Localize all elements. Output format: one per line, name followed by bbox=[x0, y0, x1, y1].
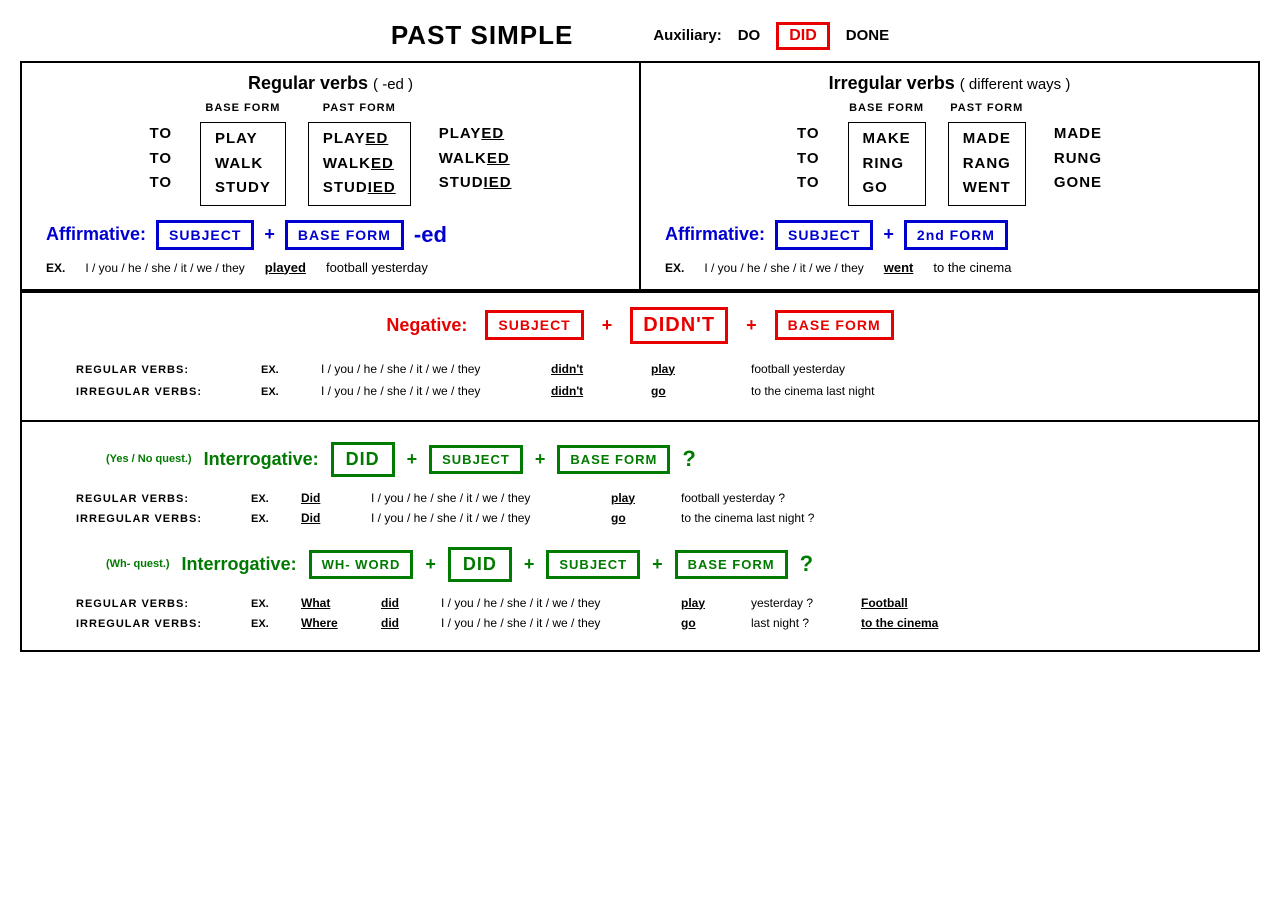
ed-suffix: -ed bbox=[414, 222, 447, 248]
didnt-box: DIDN'T bbox=[630, 307, 728, 344]
auxiliary-label: Auxiliary: bbox=[653, 27, 721, 44]
to-column: TO TO TO bbox=[143, 102, 178, 196]
irregular-affirmative: Affirmative: SUBJECT + 2nd FORM bbox=[665, 220, 1244, 250]
baseform-box: BASE FORM bbox=[775, 310, 894, 340]
aux-do: DO bbox=[738, 27, 761, 44]
irregular-cell: Irregular verbs ( different ways ) TO TO… bbox=[641, 63, 1258, 291]
wh-formula: (Wh- quest.) Interrogative: WH- WORD + D… bbox=[106, 547, 1244, 582]
negative-ex-regular: REGULAR VERBS: EX. I / you / he / she / … bbox=[76, 362, 1244, 376]
base-column: BASE FORM PLAY WALK STUDY bbox=[200, 102, 286, 206]
header: PAST SIMPLE Auxiliary: DO DID DONE bbox=[20, 20, 1260, 51]
subject-box: SUBJECT bbox=[429, 445, 523, 474]
irregular-example: EX. I / you / he / she / it / we / they … bbox=[665, 260, 1244, 275]
regular-cell: Regular verbs ( -ed ) TO TO TO BASE FORM… bbox=[22, 63, 641, 291]
interrogative-cell: (Yes / No quest.) Interrogative: DID + S… bbox=[22, 420, 1258, 650]
irregular-title: Irregular verbs ( different ways ) bbox=[655, 73, 1244, 94]
yesno-ex-irregular: IRREGULAR VERBS: EX. Did I / you / he / … bbox=[76, 511, 1244, 525]
pp-column: PLAYED WALKED STUDIED bbox=[433, 102, 518, 196]
negative-cell: Negative: SUBJECT + DIDN'T + BASE FORM R… bbox=[22, 291, 1258, 420]
yesno-formula: (Yes / No quest.) Interrogative: DID + S… bbox=[106, 442, 1244, 477]
to-column: TO TO TO bbox=[791, 102, 826, 196]
did-box: DID bbox=[331, 442, 395, 477]
baseform-box: BASE FORM bbox=[675, 550, 788, 579]
baseform-box: BASE FORM bbox=[285, 220, 404, 250]
pp-column: MADE RUNG GONE bbox=[1048, 102, 1108, 196]
past-column: PAST FORM PLAYED WALKED STUDIED bbox=[308, 102, 411, 206]
negative-ex-irregular: IRREGULAR VERBS: EX. I / you / he / she … bbox=[76, 384, 1244, 398]
page: PAST SIMPLE Auxiliary: DO DID DONE Regul… bbox=[20, 20, 1260, 652]
irregular-forms: TO TO TO BASE FORM MAKE RING GO PAST FOR bbox=[655, 102, 1244, 206]
regular-forms: TO TO TO BASE FORM PLAY WALK STUDY PAST bbox=[36, 102, 625, 206]
regular-affirmative: Affirmative: SUBJECT + BASE FORM -ed bbox=[46, 220, 625, 250]
did-box: DID bbox=[448, 547, 512, 582]
page-title: PAST SIMPLE bbox=[391, 20, 573, 51]
subject-box: SUBJECT bbox=[485, 310, 583, 340]
yesno-ex-regular: REGULAR VERBS: EX. Did I / you / he / sh… bbox=[76, 491, 1244, 505]
grammar-grid: Regular verbs ( -ed ) TO TO TO BASE FORM… bbox=[20, 61, 1260, 652]
second-form-box: 2nd FORM bbox=[904, 220, 1008, 250]
past-column: PAST FORM MADE RANG WENT bbox=[948, 102, 1026, 206]
regular-example: EX. I / you / he / she / it / we / they … bbox=[46, 260, 625, 275]
baseform-box: BASE FORM bbox=[557, 445, 670, 474]
wh-ex-irregular: IRREGULAR VERBS: EX. Where did I / you /… bbox=[76, 616, 1244, 630]
base-column: BASE FORM MAKE RING GO bbox=[848, 102, 926, 206]
negative-formula: Negative: SUBJECT + DIDN'T + BASE FORM bbox=[36, 307, 1244, 344]
subject-box: SUBJECT bbox=[775, 220, 873, 250]
aux-did-box: DID bbox=[776, 22, 830, 50]
wh-ex-regular: REGULAR VERBS: EX. What did I / you / he… bbox=[76, 596, 1244, 610]
aux-done: DONE bbox=[846, 27, 889, 44]
subject-box: SUBJECT bbox=[546, 550, 640, 579]
subject-box: SUBJECT bbox=[156, 220, 254, 250]
auxiliary-group: Auxiliary: DO DID DONE bbox=[653, 22, 889, 50]
wh-word-box: WH- WORD bbox=[309, 550, 414, 579]
top-row: Regular verbs ( -ed ) TO TO TO BASE FORM… bbox=[22, 63, 1258, 291]
regular-title: Regular verbs ( -ed ) bbox=[36, 73, 625, 94]
